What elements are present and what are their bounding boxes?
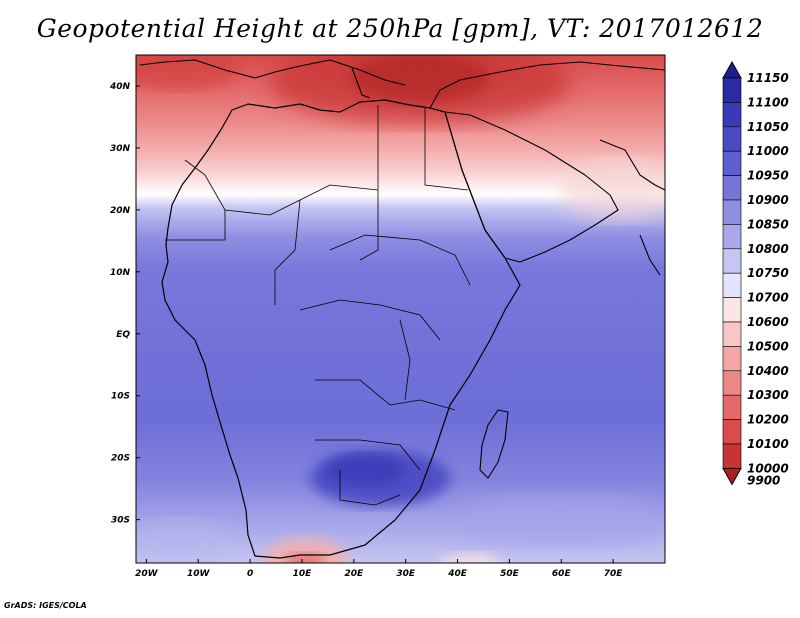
colorbar-label: 11150 <box>747 71 789 85</box>
italy <box>351 67 371 99</box>
lon-tick-label: 70E <box>604 569 624 579</box>
madagascar <box>479 409 509 479</box>
iran-coast <box>599 139 665 191</box>
lon-tick-label: 20W <box>135 569 159 579</box>
colorbar-swatch <box>722 126 742 152</box>
lon-tick-label: 20E <box>344 569 364 579</box>
colorbar-label: 10400 <box>747 364 789 378</box>
height-field <box>136 55 665 563</box>
colorbar-label: 10850 <box>747 217 789 231</box>
colorbar-label: 10800 <box>747 242 789 256</box>
borders <box>165 105 471 506</box>
arabia-tongue <box>560 160 665 220</box>
lat-tick-label: EQ <box>116 330 130 340</box>
south-atlantic-low <box>263 538 347 563</box>
rift-lakes <box>399 319 411 401</box>
colorbar-swatch <box>722 175 742 201</box>
lat-tick-label: 10S <box>111 392 130 402</box>
colorbar-label: 10300 <box>747 388 789 402</box>
border-7 <box>299 299 441 341</box>
border-9 <box>315 439 421 471</box>
trough-center <box>350 55 490 103</box>
colorbar-label: 11050 <box>747 120 789 134</box>
colorbar-label: 10000 <box>747 461 789 475</box>
colorbar-label: 10900 <box>747 193 789 207</box>
colorbar-swatch <box>722 321 742 347</box>
lat-tick-label: 30S <box>111 516 130 526</box>
colorbar-label: 10200 <box>747 413 789 427</box>
indian-ocean-band <box>450 495 665 545</box>
colorbar-label: 9900 <box>747 473 780 487</box>
colorbar-swatch <box>722 199 742 225</box>
colorbar-label: 10950 <box>747 169 789 183</box>
colorbar-bottom-arrow <box>722 467 742 486</box>
southwest-band <box>136 520 230 563</box>
colorbar-swatch <box>722 394 742 420</box>
colorbar-swatch <box>722 272 742 298</box>
europe-coast <box>139 59 406 86</box>
africa-coast <box>161 99 521 559</box>
colorbar-label: 10750 <box>747 266 789 280</box>
india-coast <box>639 234 661 276</box>
lon-tick-label: 10W <box>187 569 211 579</box>
colorbar-label: 10100 <box>747 437 789 451</box>
colorbar-swatch <box>722 297 742 323</box>
western-trough <box>136 55 240 90</box>
border-8 <box>315 379 456 411</box>
southern-ridge-core <box>325 454 405 486</box>
lat-tick-label: 10N <box>110 268 131 278</box>
coastlines <box>139 59 665 559</box>
colorbar-swatch <box>722 346 742 372</box>
colorbar-swatch <box>722 248 742 274</box>
lon-tick-label: 10E <box>293 569 313 579</box>
border-10 <box>339 470 401 506</box>
axis-labels: 20W 10W 0 10E 20E 30E 40E 50E 60E 70E 40N 30N 20N 10N… <box>109 82 623 579</box>
colorbar-label: 10600 <box>747 315 789 329</box>
border-5 <box>424 108 469 191</box>
indian-ocean-low <box>440 553 500 563</box>
colorbar-swatch <box>722 370 742 396</box>
map-frame <box>135 54 666 564</box>
arabian-peninsula <box>444 111 619 263</box>
lat-tick-label: 30N <box>110 144 131 154</box>
colorbar-swatch <box>722 77 742 103</box>
lon-tick-label: 60E <box>552 569 572 579</box>
lon-tick-label: 0 <box>247 569 253 579</box>
colorbar-swatch <box>722 419 742 445</box>
credit-label: GrADS: IGES/COLA <box>4 601 87 610</box>
colorbar-label: 11000 <box>747 144 789 158</box>
border-4 <box>359 105 379 261</box>
asia-coast <box>429 61 665 109</box>
lon-tick-label: 40E <box>447 569 468 579</box>
lon-tick-label: 50E <box>500 569 520 579</box>
border-6 <box>329 234 471 286</box>
lat-tick-label: 40N <box>109 82 131 92</box>
colorbar: 11150 11100 11050 11000 10950 10900 10850 10800… <box>722 60 789 487</box>
colorbar-top-arrow <box>722 60 742 79</box>
lon-tick-label: 30E <box>396 569 416 579</box>
colorbar-swatch <box>722 102 742 128</box>
lat-tick-label: 20N <box>110 206 131 216</box>
colorbar-swatch <box>722 150 742 176</box>
colorbar-label: 10700 <box>747 291 789 305</box>
colorbar-label: 10500 <box>747 339 789 353</box>
colorbar-label: 11100 <box>747 95 789 109</box>
border-3 <box>274 199 301 305</box>
colorbar-swatch <box>722 443 742 469</box>
lat-tick-label: 20S <box>111 454 130 464</box>
map-title: Geopotential Height at 250hPa [gpm], VT:… <box>36 14 764 43</box>
colorbar-swatch <box>722 224 742 250</box>
